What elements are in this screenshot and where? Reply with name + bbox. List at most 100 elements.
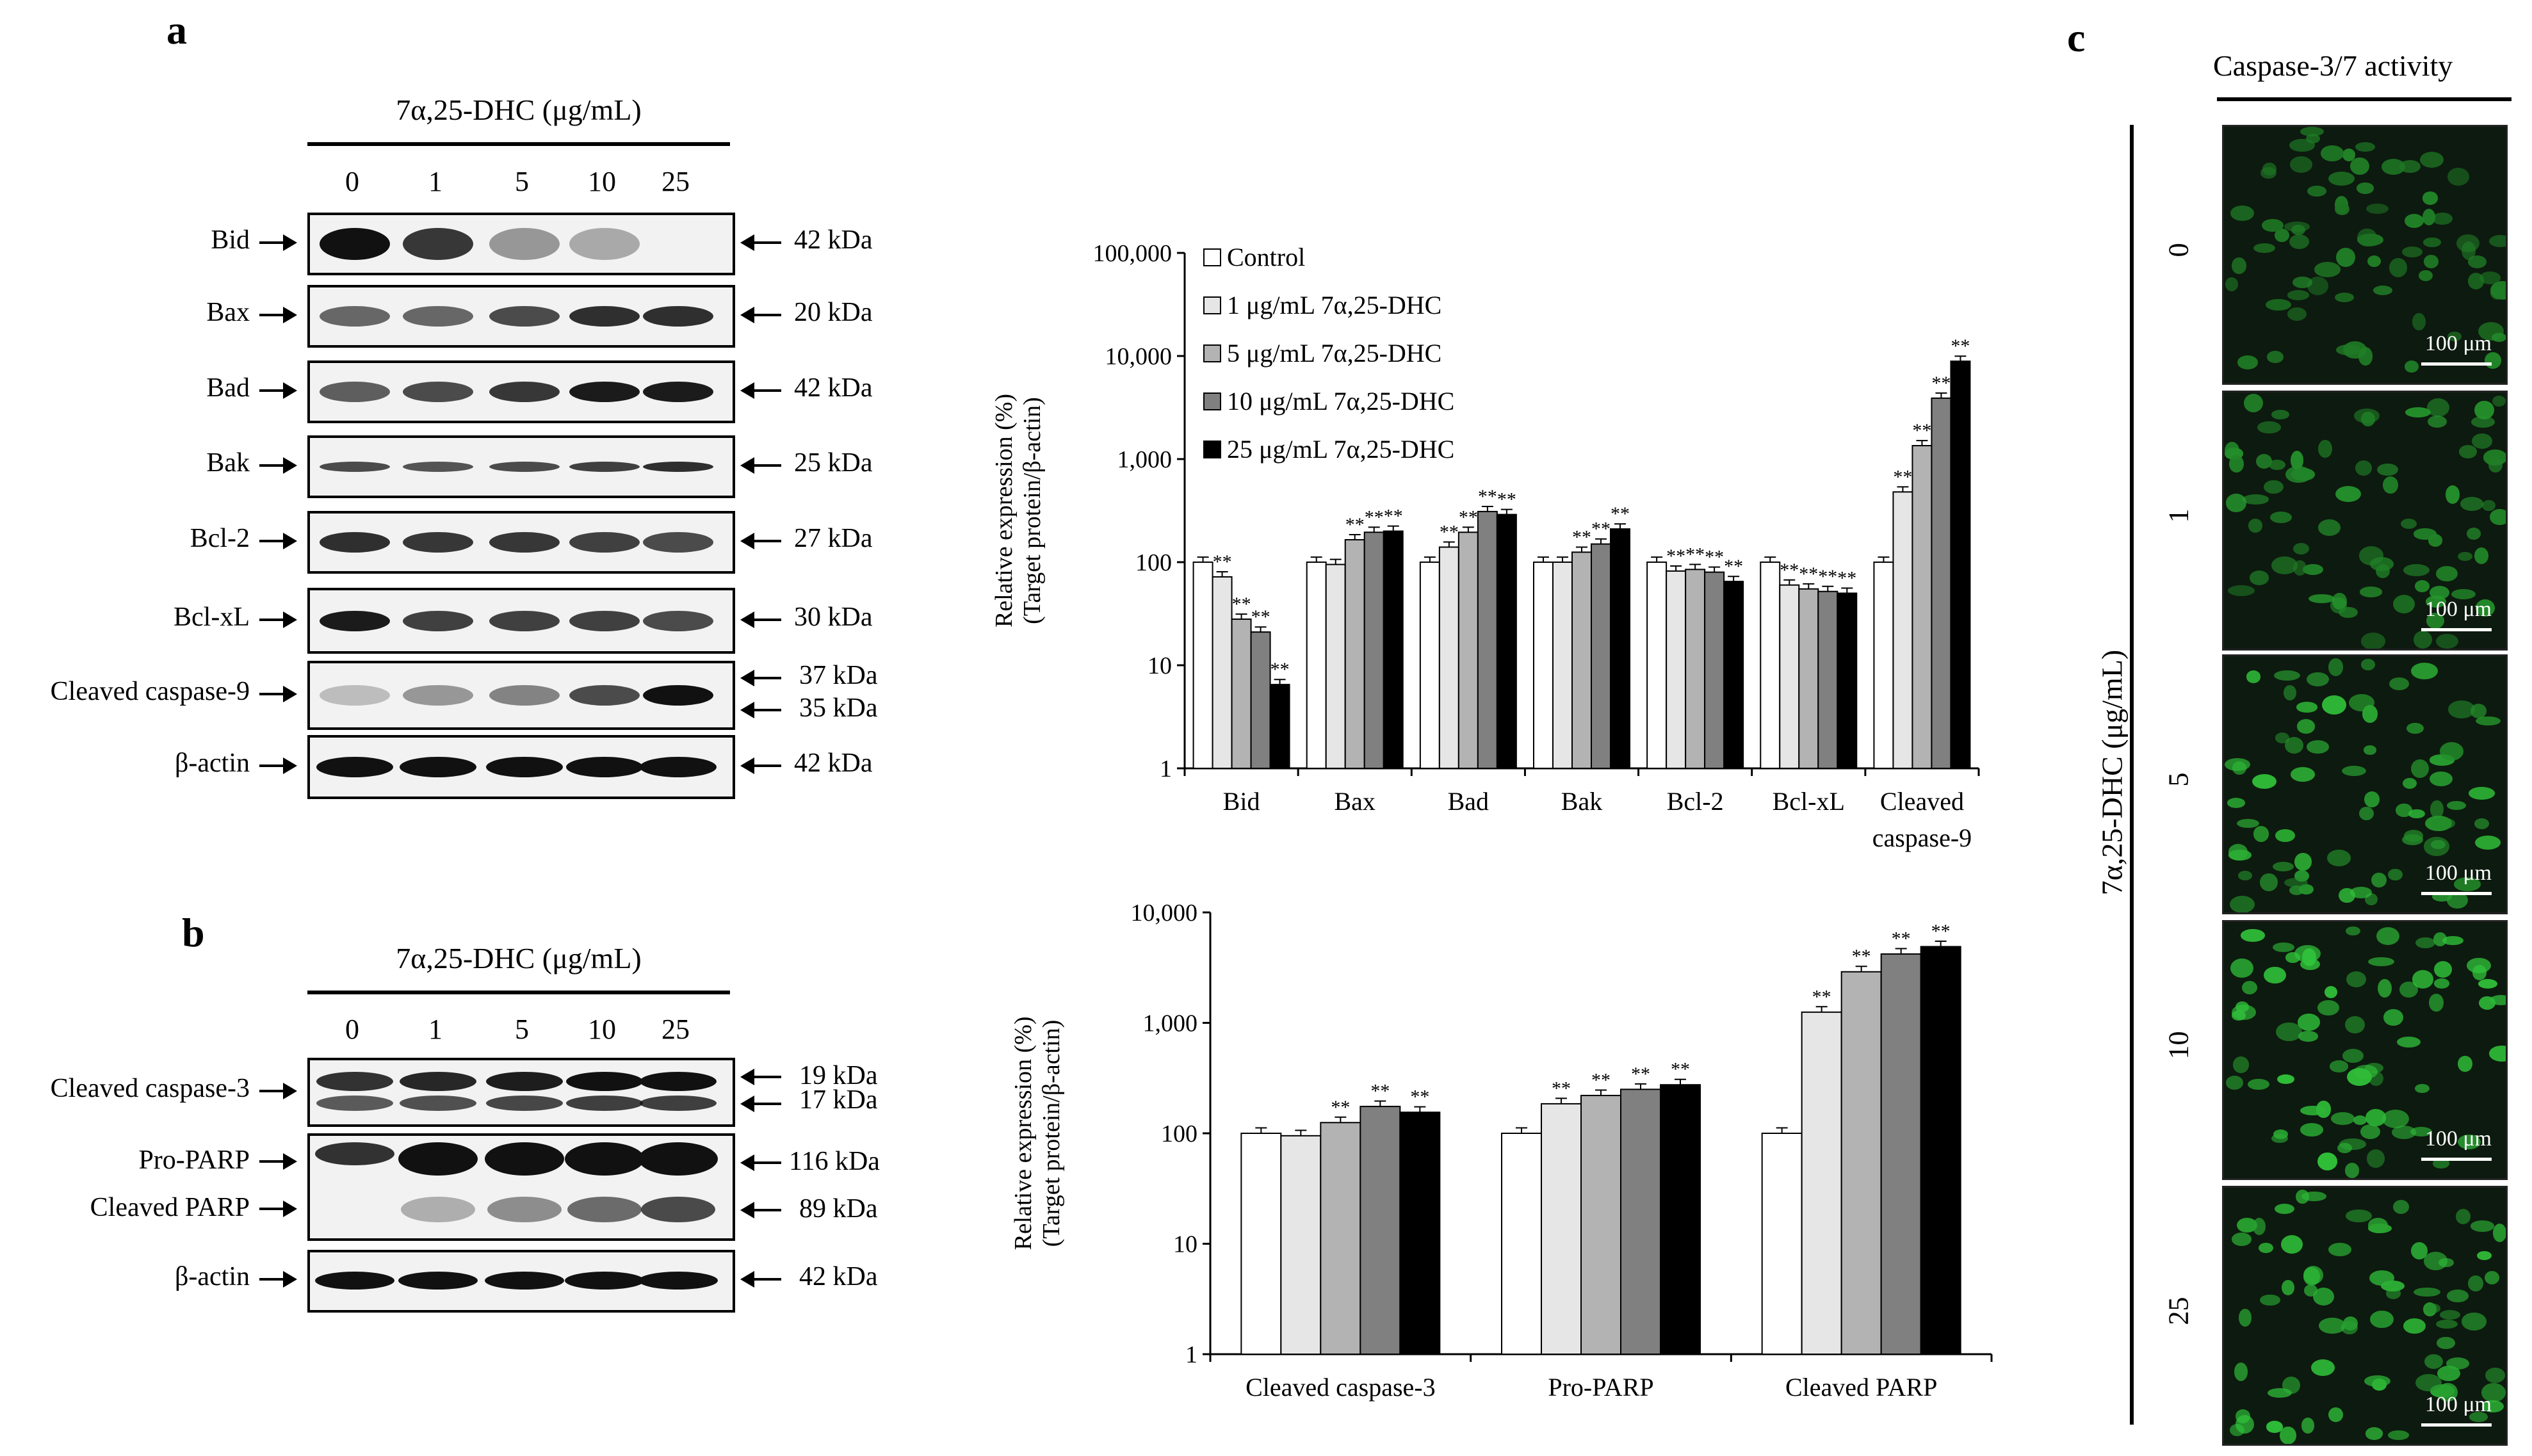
cell [2272,942,2295,953]
cell [2415,1373,2442,1391]
bar [1344,538,1365,769]
scale-bar-label: 100 μm [2424,861,2492,885]
significance-mark: ** [1893,466,1912,487]
cell [2442,935,2463,946]
significance-mark: ** [1852,946,1871,967]
cell [2403,563,2430,576]
y-tick-label: 100,000 [1093,240,1173,267]
arrow-left-icon [740,382,781,399]
blot-band [320,462,390,472]
x-tick-label: Bcl-xL [1773,787,1845,816]
cell [2335,485,2361,502]
cell [2469,1412,2488,1423]
arrow-left-icon [740,1202,781,1218]
blot-band [569,382,640,402]
bar [1760,562,1781,769]
kda-label: 42 kDa [794,225,873,255]
cell [2446,801,2467,811]
blot-band [486,757,563,777]
cell [2460,497,2484,512]
bar [1306,562,1327,769]
blot-band [489,382,560,402]
cell [2317,1153,2338,1171]
bar [1920,946,1961,1355]
cell [2280,1234,2303,1254]
lane-label: 10 [588,1014,616,1045]
cell [2328,1243,2352,1257]
cell [2456,1209,2471,1225]
cell [2482,500,2496,512]
cell [2335,202,2349,215]
blot-band [316,1096,393,1111]
cell [2492,1224,2506,1242]
significance-mark: ** [1818,566,1837,587]
blot-band [569,685,640,706]
cell [2364,791,2380,808]
blot-row [307,435,735,498]
bar [1837,592,1858,769]
cell [2412,313,2426,330]
cell [2228,585,2255,596]
kda-label: 25 kDa [794,448,873,478]
cell [2300,127,2324,137]
bar [1873,562,1894,769]
bar [1231,619,1252,770]
cell [2479,271,2501,285]
blot-band [403,462,473,472]
arrow-right-icon [259,1153,297,1170]
cell [2291,468,2316,481]
kda-label: 30 kDa [794,602,873,632]
cell [2371,873,2387,888]
cell [2485,1367,2505,1384]
microscopy-title: Caspase-3/7 activity [2213,49,2453,82]
cell [2225,758,2251,772]
blot-row [307,735,735,799]
blot-band [320,532,390,553]
cell [2226,494,2246,512]
blot-band [316,757,393,777]
legend-label: 1 μg/mL 7α,25-DHC [1227,291,1441,320]
cell [2274,1204,2294,1215]
cell [2462,1313,2487,1331]
scale-bar [2421,892,2492,895]
bar [1541,1103,1582,1355]
protein-label: β-actin [175,748,250,778]
cell [2301,1192,2326,1202]
blot-row [307,285,735,348]
cell [2287,290,2310,300]
y-tick-label: 100 [1135,549,1172,576]
bar [1880,953,1922,1355]
significance-mark: ** [1552,1078,1571,1099]
cell [2489,995,2506,1005]
cell [2476,716,2501,726]
microscopy-image: 100 μm [2222,654,2508,914]
arrow-left-icon [740,1069,781,1085]
cell [2388,868,2403,881]
cell [2471,433,2493,449]
x-tick-label: Cleaved PARP [1785,1373,1937,1402]
cell [2290,156,2313,173]
cell [2422,191,2439,205]
microscopy-image: 100 μm [2222,1186,2508,1446]
cell [2419,270,2433,281]
cell [2488,235,2506,247]
cell [2367,255,2381,267]
cell [2396,804,2412,818]
cell [2272,861,2294,871]
arrow-right-icon [259,1271,297,1288]
cell [2298,1014,2321,1031]
panel-label-b: b [182,910,205,955]
cell [2367,1149,2385,1169]
cell [2300,1123,2324,1137]
lane-label: 25 [661,1014,690,1045]
cell [2397,1036,2421,1048]
bar [1666,570,1687,769]
arrow-left-icon [740,1271,781,1288]
cell [2414,580,2430,593]
cell [2303,1266,2321,1286]
scale-bar-label: 100 μm [2424,332,2492,355]
significance-mark: ** [1631,1064,1650,1085]
blot-band [398,1142,478,1176]
bar [1911,445,1933,769]
cell [2360,633,2385,649]
